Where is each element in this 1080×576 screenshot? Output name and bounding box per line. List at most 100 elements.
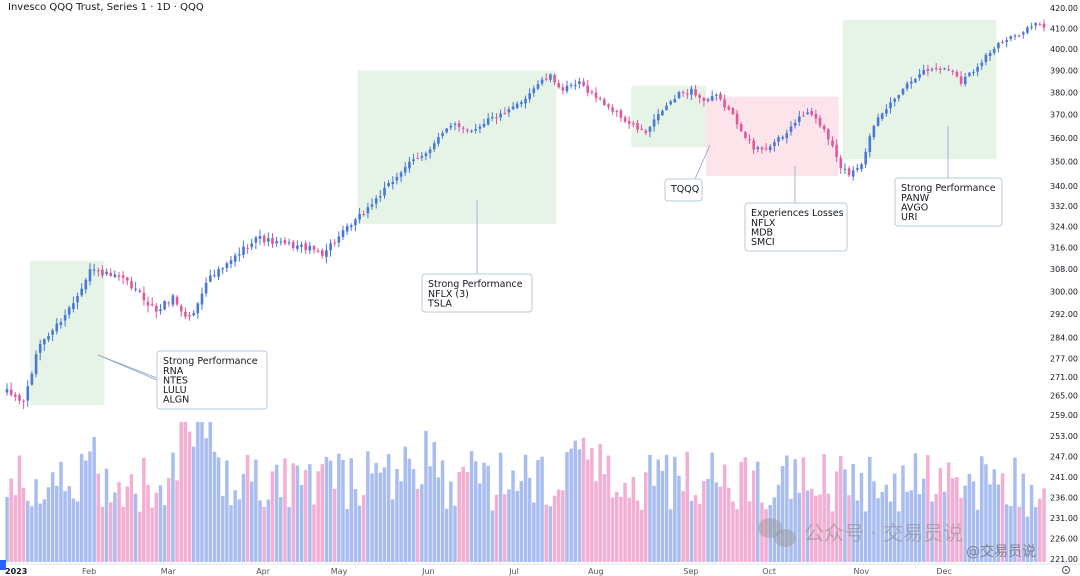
candle bbox=[586, 80, 589, 97]
volume-bar bbox=[208, 422, 212, 562]
annotation-line: PANW bbox=[901, 193, 930, 204]
candle bbox=[851, 166, 855, 181]
candle bbox=[1009, 35, 1013, 42]
candle bbox=[30, 371, 34, 386]
candle bbox=[889, 97, 892, 114]
candle bbox=[225, 261, 229, 272]
candle bbox=[561, 83, 565, 95]
annotation-heading: TQQQ bbox=[670, 184, 699, 195]
settings-icon[interactable] bbox=[1062, 566, 1070, 574]
candle bbox=[528, 88, 531, 103]
candle bbox=[648, 125, 652, 138]
x-tick-label: Oct bbox=[762, 567, 776, 576]
volume-bar bbox=[544, 504, 548, 562]
volume-bar bbox=[652, 485, 656, 562]
candle bbox=[822, 123, 826, 133]
candle bbox=[955, 69, 959, 78]
volume-bar bbox=[324, 456, 329, 562]
candle bbox=[744, 131, 747, 140]
candle bbox=[337, 231, 341, 248]
volume-bar bbox=[187, 431, 192, 562]
volume-bar bbox=[984, 464, 988, 562]
volume-bar bbox=[992, 469, 996, 562]
candle bbox=[316, 248, 320, 254]
candle bbox=[798, 110, 801, 126]
candle bbox=[972, 69, 975, 77]
candle bbox=[706, 98, 710, 103]
candle bbox=[715, 93, 718, 101]
annotation-line: ALGN bbox=[163, 395, 189, 406]
volume-bar bbox=[826, 493, 831, 562]
candle bbox=[308, 241, 312, 254]
chart-title: Invesco QQQ Trust, Series 1 · 1D · QQQ bbox=[8, 2, 204, 13]
volume-bar bbox=[366, 451, 370, 562]
volume-bar bbox=[332, 488, 337, 562]
candle bbox=[97, 267, 100, 277]
volume-bar bbox=[586, 459, 590, 562]
timezone-marker[interactable] bbox=[0, 560, 6, 570]
candle bbox=[752, 138, 755, 154]
volume-bar bbox=[121, 506, 125, 562]
candle bbox=[598, 96, 602, 101]
candle bbox=[333, 239, 336, 247]
candle bbox=[540, 76, 544, 86]
candle bbox=[914, 78, 917, 84]
candle bbox=[287, 238, 291, 246]
candle bbox=[329, 239, 332, 257]
candle bbox=[926, 64, 930, 77]
annotation-heading: Strong Performance bbox=[163, 356, 258, 367]
candle bbox=[1042, 19, 1046, 32]
volume-bar bbox=[810, 488, 814, 562]
candle bbox=[51, 328, 54, 342]
volume-bar bbox=[341, 459, 345, 562]
volume-bar bbox=[527, 477, 532, 562]
volume-bar bbox=[843, 469, 847, 562]
volume-bar bbox=[644, 472, 648, 562]
candle bbox=[694, 85, 697, 98]
volume-bar bbox=[880, 492, 884, 562]
y-tick-label: 292.00 bbox=[1050, 310, 1078, 319]
volume-bar bbox=[897, 511, 901, 562]
annotation-line: SMCI bbox=[751, 237, 775, 248]
volume-bar bbox=[100, 506, 105, 562]
candle bbox=[793, 119, 797, 129]
candle bbox=[710, 90, 714, 102]
candle bbox=[63, 309, 67, 327]
candle bbox=[163, 300, 166, 311]
volume-bar bbox=[685, 451, 689, 562]
annotation-line: AVGO bbox=[901, 203, 928, 214]
volume-bar bbox=[158, 485, 163, 562]
candle bbox=[951, 69, 955, 76]
candle bbox=[254, 235, 258, 250]
candle bbox=[574, 79, 577, 90]
volume-bar bbox=[291, 463, 295, 562]
volume-bar bbox=[428, 466, 432, 562]
volume-bar bbox=[328, 460, 333, 562]
volume-bar bbox=[702, 481, 706, 562]
candle bbox=[673, 94, 677, 104]
volume-bar bbox=[237, 499, 241, 562]
candle bbox=[92, 263, 96, 276]
volume-bar bbox=[577, 449, 582, 562]
candle bbox=[9, 382, 13, 397]
volume-bar bbox=[34, 479, 38, 562]
candle bbox=[681, 90, 685, 97]
candle bbox=[291, 240, 295, 251]
candle bbox=[959, 71, 963, 87]
candle bbox=[117, 271, 121, 281]
volume-bar bbox=[780, 466, 785, 562]
candle bbox=[38, 339, 42, 361]
volume-bar bbox=[507, 489, 511, 562]
candle bbox=[1013, 33, 1017, 40]
volume-bar bbox=[996, 484, 1001, 562]
candle bbox=[495, 113, 498, 125]
annotation-line: NFLX bbox=[751, 218, 776, 229]
volume-bar bbox=[109, 502, 113, 562]
volume-bar bbox=[79, 453, 84, 562]
candle bbox=[947, 65, 950, 72]
volume-bar bbox=[830, 511, 835, 562]
zones-layer bbox=[29, 20, 997, 406]
volume-bar bbox=[13, 495, 18, 562]
candle bbox=[997, 41, 1000, 53]
annotation-line: MDB bbox=[751, 228, 773, 239]
